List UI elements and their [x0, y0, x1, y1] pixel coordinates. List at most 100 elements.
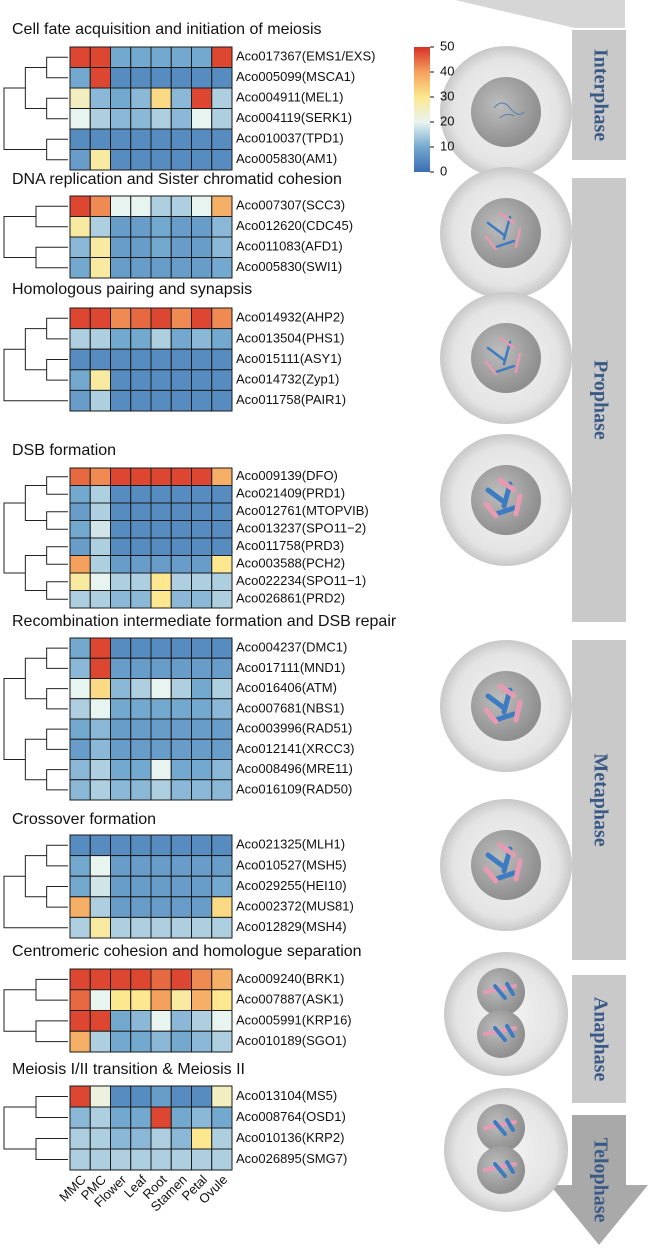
heatmap-cell — [211, 502, 233, 521]
heatmap-cell — [170, 968, 192, 991]
phase-label: Metaphase — [589, 753, 611, 846]
heatmap-cell — [191, 257, 213, 279]
heatmap-cell — [170, 369, 192, 391]
heatmap-cell — [69, 348, 91, 371]
dendrogram — [46, 728, 68, 750]
heatmap-panel: Homologous pairing and synapsis Aco014932… — [3, 281, 346, 412]
row-label: Aco003588(PCH2) — [236, 556, 345, 571]
heatmap-cell — [170, 520, 192, 539]
heatmap-cell — [69, 834, 91, 857]
heatmap-cell — [170, 348, 192, 371]
chromatin — [493, 102, 525, 119]
heatmap-cell — [89, 348, 111, 371]
heatmap-cell — [69, 657, 91, 679]
heatmap-cell — [150, 307, 172, 330]
heatmap-cell — [130, 759, 152, 781]
heatmap-cell — [191, 87, 213, 109]
row-label: Aco013237(SPO11−2) — [236, 521, 366, 536]
row-label: Aco004237(DMC1) — [236, 640, 347, 655]
heatmap-panel: Meiosis I/II transition & Meiosis II Aco0… — [3, 1061, 347, 1171]
colorbar — [414, 47, 430, 172]
heatmap-panel: Recombination intermediate formation and… — [3, 613, 397, 801]
heatmap-cell — [191, 502, 213, 521]
heatmap-cell — [170, 738, 192, 760]
panel-title: Cell fate acquisition and initiation of … — [12, 21, 322, 38]
heatmap-cell — [191, 1106, 213, 1129]
row-label: Aco012620(CDC45) — [236, 218, 353, 233]
row-label: Aco011083(AFD1) — [236, 239, 343, 254]
heatmap-cell — [170, 467, 192, 486]
heatmap-panel: DSB formation Aco009139(DFO) Aco021409(PRD… — [3, 442, 369, 609]
heatmap-cell — [89, 637, 111, 659]
heatmap-cell — [191, 1085, 213, 1108]
colorbar-tick-label: 0 — [440, 163, 447, 178]
heatmap-cell — [130, 108, 152, 130]
heatmap-cell — [130, 236, 152, 258]
heatmap-cell — [130, 67, 152, 89]
heatmap-cell — [89, 389, 111, 412]
heatmap-cell — [150, 779, 172, 801]
colorbar-tick-label: 50 — [440, 38, 454, 53]
dendrogram — [3, 348, 68, 402]
row-label: Aco011758(PAIR1) — [236, 392, 346, 407]
heatmap-cell — [130, 195, 152, 217]
row-label: Aco010189(SGO1) — [236, 1033, 347, 1048]
row-label: Aco009240(BRK1) — [236, 971, 344, 986]
heatmap-cell — [170, 555, 192, 574]
heatmap-cell — [69, 1030, 91, 1053]
heatmap-cell — [191, 590, 213, 609]
dendrogram — [3, 502, 26, 574]
dendrogram — [3, 216, 36, 258]
heatmap-cell — [191, 46, 213, 68]
heatmap-cell — [130, 537, 152, 556]
heatmap-cell — [89, 555, 111, 574]
heatmap-cell — [191, 968, 213, 991]
heatmap-cell — [211, 834, 233, 857]
heatmap-cell — [211, 1106, 233, 1129]
heatmap-cell — [69, 1148, 91, 1171]
dendrogram — [35, 205, 68, 228]
heatmap-cell — [130, 502, 152, 521]
heatmap-cell — [150, 759, 172, 781]
heatmap-cell — [89, 875, 111, 898]
heatmap-cell — [211, 1085, 233, 1108]
heatmap-cell — [89, 46, 111, 68]
heatmap-cell — [150, 637, 172, 659]
heatmap-cell — [110, 257, 132, 279]
dendrogram — [46, 546, 68, 565]
panel-title: DNA replication and Sister chromatid coh… — [12, 171, 342, 188]
dendrogram — [24, 555, 47, 591]
heatmap-cell — [69, 896, 91, 918]
heatmap-cell — [69, 572, 91, 591]
heatmap-cell — [150, 989, 172, 1011]
heatmap-cell — [89, 590, 111, 609]
heatmap-cell — [191, 779, 213, 801]
heatmap-cell — [191, 855, 213, 877]
heatmap-cell — [191, 1148, 213, 1171]
heatmap-cell — [150, 216, 172, 238]
heatmap-cell — [69, 108, 91, 130]
chromosome — [493, 1160, 515, 1178]
heatmap-cell — [211, 637, 233, 659]
heatmap-cell — [110, 467, 132, 486]
heatmap-cell — [69, 678, 91, 700]
heatmap-cell — [110, 1085, 132, 1108]
heatmap-cell — [191, 328, 213, 350]
heatmap-cell — [69, 916, 91, 939]
heatmap-cell — [150, 834, 172, 857]
heatmap-cell — [150, 328, 172, 350]
row-label: Aco015111(ASY1) — [236, 351, 342, 366]
heatmap-cell — [170, 678, 192, 700]
heatmap-cell — [211, 195, 233, 217]
heatmap-cell — [69, 555, 91, 574]
heatmap-cell — [191, 834, 213, 857]
phase-label: Anaphase — [589, 997, 611, 1082]
row-label: Aco012761(MTOPVIB) — [236, 503, 369, 518]
heatmap-cell — [170, 1127, 192, 1150]
heatmap-cell — [110, 485, 132, 504]
chromosome — [483, 477, 523, 519]
heatmap-cell — [89, 149, 111, 171]
heatmap-cell — [191, 307, 213, 330]
heatmap-cell — [191, 195, 213, 217]
dendrogram — [3, 678, 26, 760]
